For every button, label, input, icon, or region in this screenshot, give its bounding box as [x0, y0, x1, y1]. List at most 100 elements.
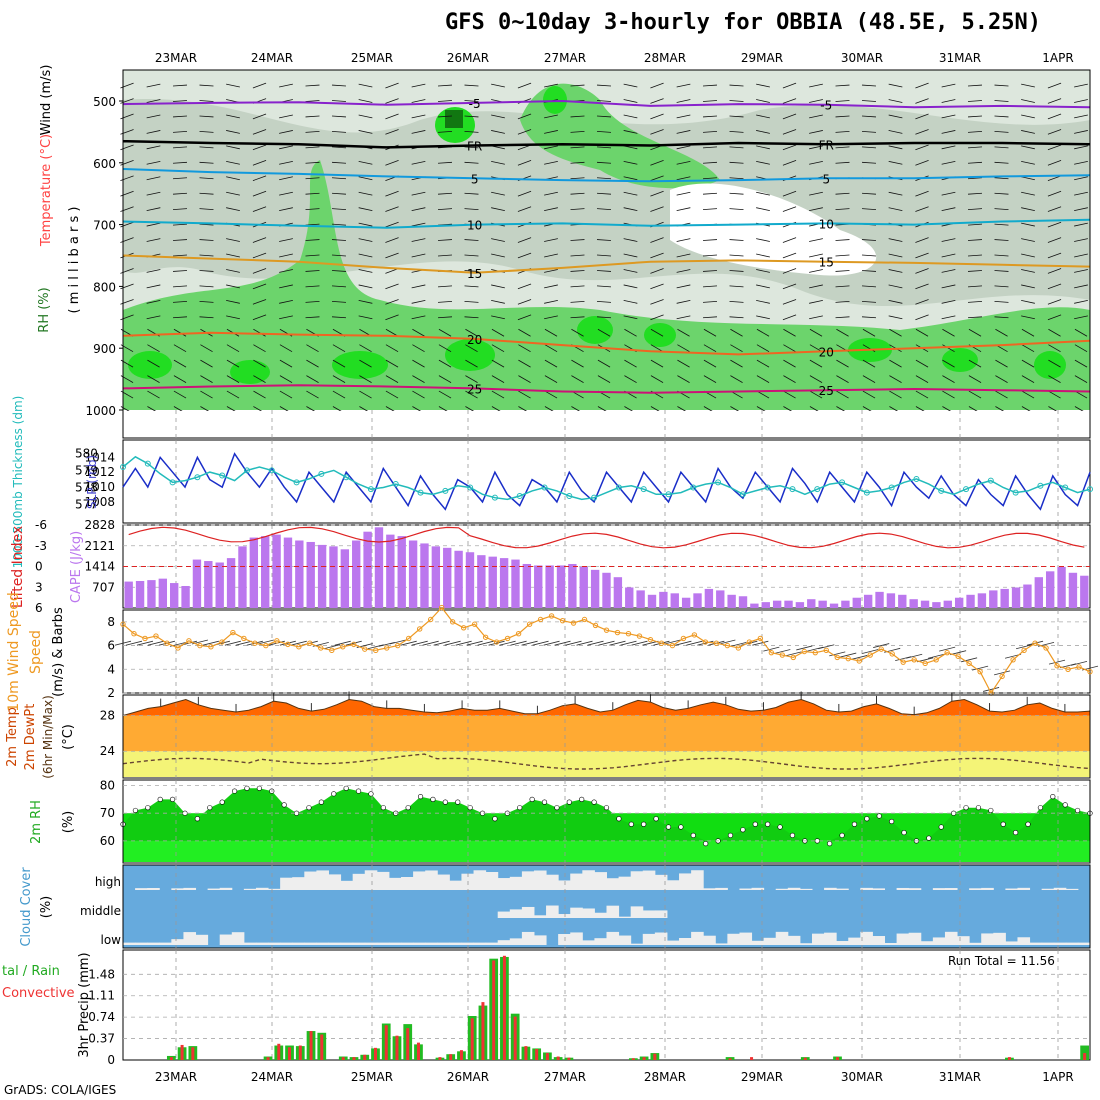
cloud-bar-high	[981, 887, 994, 890]
precip-conv-bar	[481, 1002, 485, 1060]
wind10-marker	[515, 631, 522, 637]
precip-conv-bar	[653, 1053, 657, 1060]
wind-barb	[305, 239, 320, 241]
wind-barb	[279, 207, 293, 211]
wind-tick: 8	[107, 615, 115, 629]
rh-marker	[616, 816, 622, 822]
wind-barb-10m	[840, 652, 857, 658]
wind-barb	[1048, 344, 1061, 353]
thickness-tick: 577	[75, 497, 98, 511]
wind-barb-10m	[565, 640, 582, 646]
wind-barb	[702, 161, 718, 164]
rh-ylabel: 2m RH	[29, 800, 44, 844]
wind-barb	[279, 130, 293, 134]
wind-barb	[491, 238, 505, 242]
wind-barb	[676, 315, 691, 320]
wind-barb-10m	[532, 640, 549, 646]
wind-barb	[570, 254, 585, 257]
wind-barb-10m	[389, 639, 406, 645]
thickness-marker	[715, 479, 722, 486]
thickness-tick: 578	[75, 480, 98, 494]
wind10-marker	[427, 616, 434, 623]
wind-barb	[623, 114, 638, 119]
wind-barb	[279, 315, 293, 320]
wind-barb	[252, 129, 267, 135]
wind-barb	[411, 191, 426, 196]
wind10-marker	[186, 638, 192, 644]
precip-ylabel-total: tal / Rain	[2, 964, 60, 979]
wind-barb	[464, 84, 479, 87]
cape-bar	[465, 552, 475, 608]
wind-barb	[172, 131, 188, 133]
cloud-bar-high	[751, 887, 765, 890]
precip-conv-bar	[750, 1057, 754, 1060]
wind-barb	[226, 315, 240, 320]
wind-barb	[570, 316, 585, 319]
wind-barb	[756, 344, 770, 353]
upper-air-panel: -5 -5 FR FR 5 5 10 10 15 15 20 20 25 25 500 600 700 800 90…	[37, 65, 1091, 439]
wind-barb	[464, 115, 479, 118]
wind-barb	[994, 131, 1009, 133]
cloud-bar-high	[425, 870, 438, 890]
cloud-cover-panel: high middle low Cloud Cover (%)	[19, 864, 1091, 949]
cloud-bar-high	[437, 874, 450, 890]
wind-barb-10m	[609, 640, 626, 646]
ua-ylabel-unit: ( m i l l i b a r s )	[67, 207, 82, 314]
rh-marker	[938, 824, 944, 830]
rh-marker	[591, 799, 597, 805]
wind-ylabel-2: Speed	[28, 630, 44, 674]
cape-bar	[579, 566, 588, 608]
cloud-bar-low	[654, 932, 668, 945]
wind-barb	[226, 269, 240, 273]
wind-barb	[438, 375, 452, 383]
cape-bar	[181, 585, 190, 608]
wind-barb-10m	[411, 640, 428, 646]
wind-barb	[756, 99, 770, 103]
rh-marker	[1000, 821, 1006, 827]
wind-barb	[544, 160, 558, 165]
rh-marker	[318, 799, 324, 805]
wind-barb	[941, 83, 956, 88]
wind-barb	[172, 192, 188, 195]
wind-barb	[358, 269, 373, 273]
li-tick: -3	[35, 539, 47, 553]
cloud-bar-high	[582, 870, 595, 890]
precip-conv-bar	[631, 1058, 635, 1060]
wind-barb	[253, 390, 266, 399]
wind-barb	[331, 131, 347, 133]
ua-ylabel-rh: RH (%)	[37, 287, 52, 332]
wind-barb	[1074, 207, 1088, 211]
wind-barb	[331, 239, 347, 241]
precip-conv-bar	[363, 1054, 367, 1060]
wind-barb	[200, 344, 213, 353]
wind-barb	[332, 359, 346, 368]
cloud-bar-low	[425, 942, 438, 945]
cape-bar	[431, 546, 441, 608]
wind-barb	[729, 161, 744, 164]
bottom-date-label: 30MAR	[841, 1070, 883, 1084]
cloud-bar-middle	[630, 906, 644, 918]
dewpt-fill	[123, 751, 1090, 777]
wind-barb-10m	[279, 640, 296, 646]
wind-barb-10m	[972, 665, 989, 671]
wind-barb-10m	[499, 640, 516, 646]
slp-line	[122, 452, 1091, 511]
wind-barb	[146, 269, 161, 273]
cape-bar	[875, 591, 884, 608]
wind-barb	[756, 390, 770, 399]
wind-barb	[331, 223, 347, 226]
wind-barb	[915, 328, 929, 337]
cape-bar	[454, 550, 463, 608]
wind10-marker	[790, 654, 797, 661]
thickness-marker	[318, 470, 325, 477]
wind10-marker	[900, 659, 906, 665]
wind-barb	[1021, 191, 1035, 196]
wind10-marker	[1010, 657, 1016, 663]
wind-barb	[994, 316, 1009, 319]
rh-marker	[455, 799, 461, 805]
wind-barb	[623, 176, 638, 181]
wind-barb-10m	[455, 640, 472, 646]
wind-barb	[968, 359, 982, 368]
rh-marker	[727, 832, 734, 838]
wind-barb	[199, 146, 214, 149]
